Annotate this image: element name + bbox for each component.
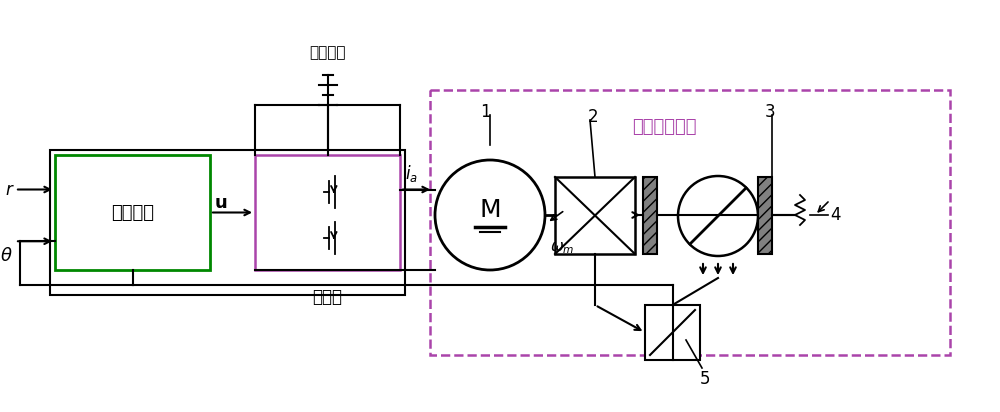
Text: u: u: [215, 194, 228, 211]
Text: $i_a$: $i_a$: [405, 163, 418, 184]
Bar: [643, 177, 657, 254]
Text: 1: 1: [480, 103, 491, 121]
Text: 斩波器: 斩波器: [312, 288, 342, 306]
Text: M: M: [479, 198, 501, 222]
Text: 汽车电池: 汽车电池: [309, 45, 346, 60]
Bar: [50, 150, 405, 295]
Bar: [645, 305, 700, 360]
Text: r: r: [5, 180, 12, 199]
Text: 4: 4: [830, 206, 840, 224]
Text: 3: 3: [765, 103, 776, 121]
Bar: [55, 155, 210, 270]
Text: $\omega_m$: $\omega_m$: [550, 240, 574, 256]
Bar: [255, 155, 400, 270]
Text: 电子节气门体: 电子节气门体: [632, 118, 696, 136]
Text: 2: 2: [588, 108, 599, 126]
Bar: [430, 90, 950, 355]
Circle shape: [435, 160, 545, 270]
Text: 微控制器: 微控制器: [111, 204, 154, 222]
Text: θ: θ: [1, 247, 12, 265]
Bar: [758, 177, 772, 254]
Circle shape: [678, 176, 758, 256]
Bar: [555, 177, 635, 254]
Text: 5: 5: [700, 370, 710, 388]
